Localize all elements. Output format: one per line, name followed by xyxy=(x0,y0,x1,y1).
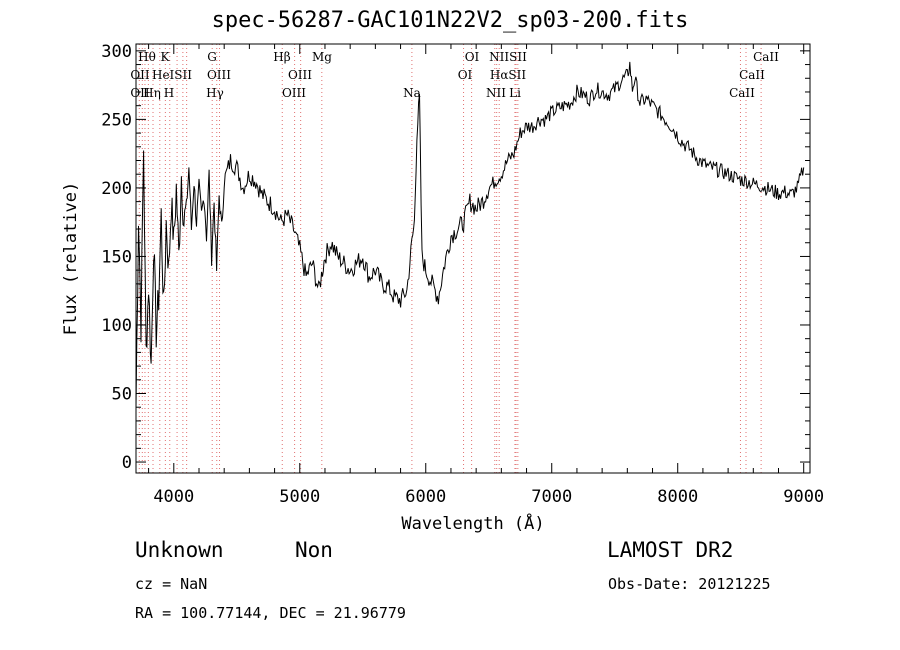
x-tick-label: 8000 xyxy=(657,487,698,507)
chart-title: spec-56287-GAC101N22V2_sp03-200.fits xyxy=(211,8,689,33)
obs-date-label: Obs-Date: 20121225 xyxy=(608,575,771,593)
spectral-line-label: Hβ xyxy=(273,50,290,64)
y-tick-label: 250 xyxy=(101,110,132,130)
y-tick-label: 300 xyxy=(101,42,132,62)
x-tick-label: 6000 xyxy=(405,487,446,507)
y-tick-label: 50 xyxy=(112,385,132,405)
spectral-line-label: Li xyxy=(509,86,521,100)
spectral-line-label: OIII xyxy=(288,68,312,82)
y-tick-label: 100 xyxy=(101,316,132,336)
spectral-line-label: Na xyxy=(403,86,421,100)
y-tick-label: 200 xyxy=(101,179,132,199)
spectral-line-label: CaII xyxy=(753,50,779,64)
spectral-line-label: Hθ xyxy=(138,50,156,64)
spectral-line-label: Mg xyxy=(312,50,332,64)
subclass-label: Non xyxy=(295,538,333,562)
x-tick-label: 7000 xyxy=(531,487,572,507)
spectral-line-label: OII xyxy=(130,86,150,100)
spectral-line-label: OII xyxy=(130,68,150,82)
spectral-line-label: HαSII xyxy=(490,68,527,82)
cz-label: cz = NaN xyxy=(135,575,208,593)
y-axis-label: Flux (relative) xyxy=(61,182,81,336)
class-label: Unknown xyxy=(135,538,224,562)
x-axis-label: Wavelength (Å) xyxy=(401,512,544,534)
spectral-line-label: CaII xyxy=(739,68,765,82)
spectral-line-label: Hγ xyxy=(206,86,224,100)
spectral-line-label: K xyxy=(161,50,171,64)
x-tick-label: 9000 xyxy=(783,487,824,507)
spectral-line-label: G xyxy=(207,50,217,64)
spectral-line-label: OIII xyxy=(282,86,306,100)
y-tick-label: 150 xyxy=(101,247,132,267)
spectral-line-label: HeISII xyxy=(152,68,192,82)
plot-frame xyxy=(135,43,811,474)
spectral-line-label: H xyxy=(164,86,174,100)
coords-label: RA = 100.77144, DEC = 21.96779 xyxy=(135,604,406,622)
x-tick-label: 4000 xyxy=(153,487,194,507)
spectral-line-label: OI xyxy=(465,50,480,64)
spectral-line-label: OI xyxy=(458,68,473,82)
spectral-line-label: CaII xyxy=(729,86,755,100)
x-tick-label: 5000 xyxy=(279,487,320,507)
survey-label: LAMOST DR2 xyxy=(607,538,734,562)
spectrum-line xyxy=(135,61,805,408)
y-tick-label: 0 xyxy=(122,453,132,473)
spectral-line-label: Hη xyxy=(143,86,161,100)
spectral-line-label: OIII xyxy=(207,68,231,82)
spectral-line-label: NIISII xyxy=(489,50,527,64)
spectral-line-label: NII xyxy=(486,86,506,100)
